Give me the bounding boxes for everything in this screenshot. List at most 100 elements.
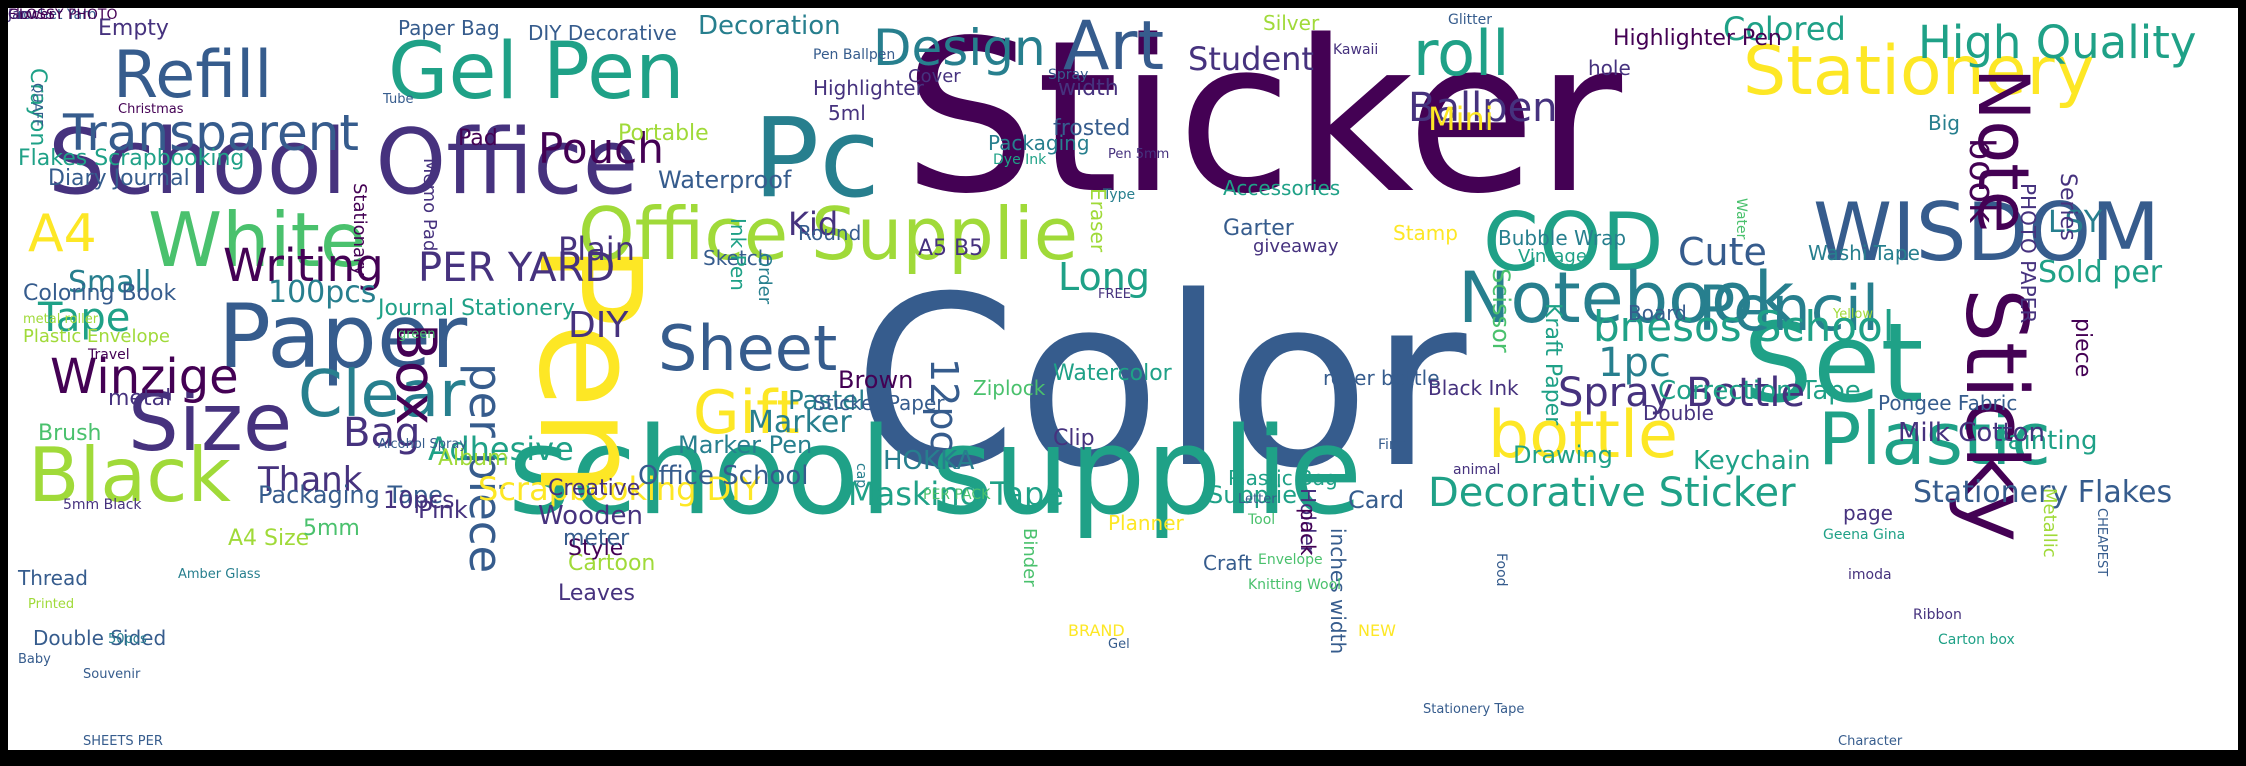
word-double: Double <box>1643 401 1714 425</box>
word-scrapbooking-diy: Scrapbooking DIY <box>478 470 761 508</box>
word-roller-bottle: roller bottle <box>1323 366 1440 390</box>
word-pastel: Pastel <box>788 386 866 416</box>
word-food: Food <box>1493 553 1509 587</box>
word-character: Character <box>1838 734 1903 749</box>
word-green: green <box>398 327 436 342</box>
word-sketch: Sketch <box>703 246 771 270</box>
word-pink: Pink <box>418 496 468 524</box>
word-stationary: Stationary <box>349 183 370 277</box>
word-paper: Paper <box>218 285 468 388</box>
word-drawing: Drawing <box>1513 441 1613 469</box>
word-kraft-paper: Kraft Paper <box>1540 303 1565 426</box>
word-order: Order <box>754 253 775 305</box>
word-book: book <box>1961 138 2001 224</box>
word-flower: Flower <box>8 8 55 23</box>
word-photo-paper: PHOTO PAPER <box>2016 183 2040 324</box>
word-5ml: 5ml <box>828 101 866 125</box>
word-refill: Refill <box>113 38 273 113</box>
word-wisdom: WISDOM <box>1813 186 2161 279</box>
word-winzige: Winzige <box>50 349 239 405</box>
word-binder: Binder <box>1019 528 1040 587</box>
word-card: Card <box>1348 486 1405 514</box>
word-bag: Bag <box>343 410 421 456</box>
word-gel: Gel <box>1108 637 1130 652</box>
word-cloud: Sticker Color school supplie Gel Pen Pen Pc Sc… <box>8 8 2238 750</box>
word-bottle: bottle <box>1488 398 1679 473</box>
word-small: Small <box>68 265 152 300</box>
word-round: Round <box>798 221 862 245</box>
word-stationery-flakes: Stationery Flakes <box>1913 475 2173 510</box>
word-pen-ballpen: Pen Ballpen <box>813 47 896 63</box>
word-a5-b5: A5 B5 <box>918 236 984 261</box>
word-long: Long <box>1058 255 1150 299</box>
word-hole: hole <box>1588 56 1631 80</box>
word-spray-bottle: Spray Bottle <box>1558 370 1806 416</box>
word-diy: DIY <box>568 305 629 346</box>
word-per-pack: PER PACK <box>923 487 991 503</box>
word-packaging-tape: Packaging Tape <box>258 481 443 509</box>
word-supplie: Supplie <box>1208 481 1298 509</box>
word-notebook: Notebook <box>1458 257 1795 339</box>
word-meter: meter <box>563 526 630 551</box>
word-letter: Letter <box>1238 492 1277 507</box>
word-office-supplie: Office Supplie <box>578 192 1079 276</box>
word-scissor: Scissor <box>1487 268 1515 353</box>
word-giveaway: giveaway <box>1253 236 1339 257</box>
word-cap: cap <box>853 463 869 489</box>
word-big: Big <box>1928 111 1960 135</box>
word-envelope: Envelope <box>1258 552 1323 568</box>
word-design: Design <box>873 19 1046 77</box>
word-ribbon: Ribbon <box>1913 607 1962 623</box>
word-christmas: Christmas <box>118 102 184 117</box>
word-a4: A4 <box>28 204 97 264</box>
word-empty: Empty <box>98 16 169 41</box>
word-bnesos-school: bnesos School <box>1593 302 1895 351</box>
word-craft: Craft <box>1203 551 1252 575</box>
word-mini: Mini <box>1428 100 1494 138</box>
word-spray: Spray <box>1048 67 1089 83</box>
word-ballpen: Ballpen <box>1408 85 1558 131</box>
word-page: page <box>1843 501 1893 525</box>
word-brown: Brown <box>838 366 914 394</box>
word-pen-5mm: Pen 5mm <box>1108 147 1170 162</box>
word-clip: Clip <box>1053 426 1095 451</box>
word-masking-tape: Masking Tape <box>848 475 1064 513</box>
word-frosted: frosted <box>1053 116 1131 141</box>
word-piece: piece <box>2070 318 2095 378</box>
word-glossy-photo: GLOSSY PHOTO <box>8 8 118 23</box>
word-a4-size: A4 Size <box>228 526 310 551</box>
word-highlighter-pen: Highlighter Pen <box>1613 26 1782 51</box>
word-pencil: Pencil <box>1698 272 1880 345</box>
word-width: width <box>1058 76 1119 101</box>
word-1pc: 1pc <box>1598 340 1671 386</box>
word-highlighter: Highlighter <box>813 76 924 100</box>
word-metal-roller: metal roller <box>23 312 99 327</box>
word-stationery: Stationery <box>1743 32 2095 111</box>
word-set: Set <box>1743 299 1924 427</box>
word-garter: Garter <box>1223 216 1294 241</box>
word-double-sided: Double Sided <box>33 626 167 650</box>
word-plastic-envelope: Plastic Envelope <box>23 326 170 347</box>
word-color: Color <box>853 247 1467 520</box>
word-metallic: Metallic <box>2039 488 2060 558</box>
word-pad: Pad <box>458 126 498 151</box>
word-marker-pen: Marker Pen <box>678 431 813 459</box>
word-quaff: QUAFF <box>29 83 44 127</box>
word-amber-glass: Amber Glass <box>178 567 261 582</box>
word-imoda: imoda <box>1848 567 1892 583</box>
word-10pcs: 10pcs <box>383 486 455 514</box>
word-yellow: Yellow <box>1833 307 1874 322</box>
word-milk-cotton: Milk Cotton <box>1898 418 2046 448</box>
word-wooden: Wooden <box>538 501 643 531</box>
word-school-supplie: school supplie <box>508 403 1363 542</box>
word-cute: Cute <box>1678 230 1767 274</box>
word-writing: Writing <box>223 239 384 292</box>
word-free: FREE <box>1098 287 1131 302</box>
word-memo-pad: Memo Pad <box>419 158 440 252</box>
word-carton-box: Carton box <box>1938 632 2015 648</box>
word-stamp: Stamp <box>1393 221 1458 245</box>
word-tool: Tool <box>1248 512 1276 528</box>
word-tape: Tape <box>38 295 131 341</box>
word-brand: BRAND <box>1068 621 1125 640</box>
word-baby: Baby <box>18 652 51 667</box>
